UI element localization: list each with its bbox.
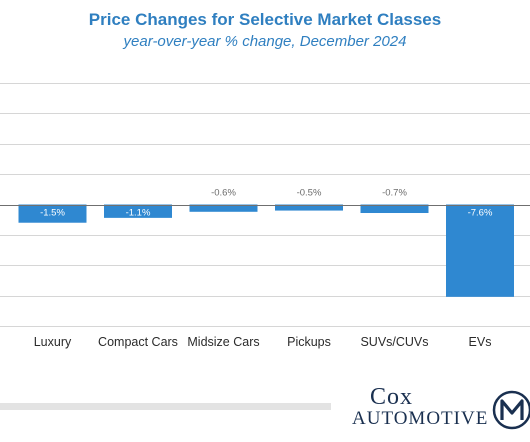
footer-divider <box>0 403 331 410</box>
automotive-logo-text: Automotive <box>352 408 489 429</box>
data-label: -1.1% <box>126 208 151 219</box>
bar-luxury <box>18 204 87 223</box>
chart-title: Price Changes for Selective Market Class… <box>88 10 442 29</box>
x-tick-label: Compact Cars <box>98 335 178 349</box>
bar-midsize-cars <box>189 204 258 212</box>
chart-subtitle: year-over-year % change, December 2024 <box>123 33 407 50</box>
x-tick-label: Midsize Cars <box>187 335 259 349</box>
bar-compact-cars <box>104 204 172 218</box>
data-label: -7.6% <box>468 208 493 219</box>
data-label: -1.5% <box>40 208 65 219</box>
data-label: -0.6% <box>211 188 236 199</box>
bar-evs <box>446 204 514 297</box>
x-tick-label: Pickups <box>287 335 331 349</box>
bar-pickups <box>275 204 343 211</box>
data-label: -0.5% <box>297 188 322 199</box>
x-tick-label: Luxury <box>34 335 72 349</box>
data-label: -0.7% <box>382 188 407 199</box>
bar-suvs-cuvs <box>360 204 429 214</box>
x-tick-label: EVs <box>469 335 492 349</box>
x-tick-label: SUVs/CUVs <box>360 335 428 349</box>
cox-logo-text: Cox <box>370 384 414 410</box>
m-circle-logo-icon <box>492 390 530 430</box>
